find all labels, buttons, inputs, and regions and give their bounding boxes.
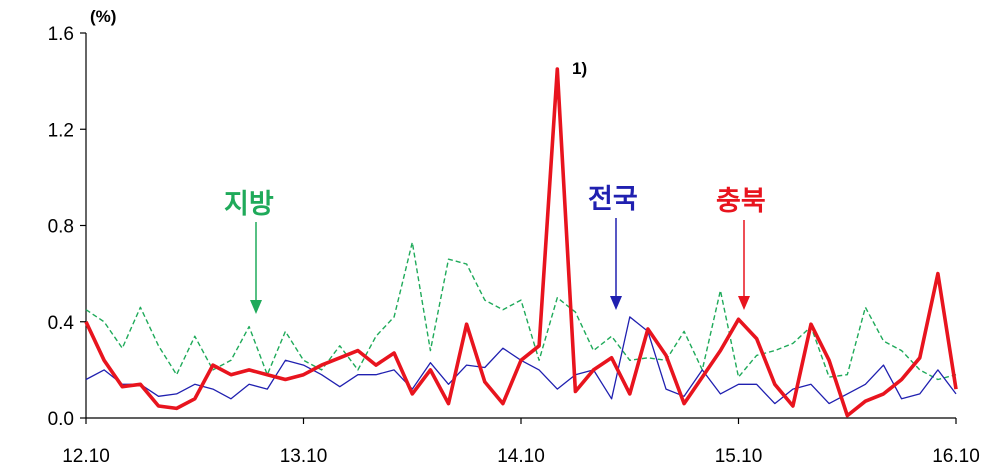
x-tick-label: 12.10 xyxy=(62,446,110,467)
annotation-jeonguk: 전국 xyxy=(588,184,638,215)
y-tick-label: 1.6 xyxy=(48,24,74,45)
arrow-jeonguk-head xyxy=(610,296,622,310)
series-line-충북 xyxy=(84,67,958,418)
x-tick-label: 13.10 xyxy=(280,446,328,467)
y-tick-label: 0.0 xyxy=(48,409,74,430)
annotation-chungbuk: 충북 xyxy=(716,186,766,217)
y-unit-label: (%) xyxy=(90,7,116,26)
tick-labels: 0.0 0.4 0.8 1.2 1.6 12.10 13.10 14.10 15.10 16.10 xyxy=(48,24,980,467)
x-tick-label: 14.10 xyxy=(497,446,545,467)
y-tick-label: 0.8 xyxy=(48,217,74,238)
x-tick-label: 15.10 xyxy=(715,446,763,467)
annotation-note-1: 1) xyxy=(572,59,587,78)
x-tick-label: 16.10 xyxy=(932,446,980,467)
annotations: 지방 전국 충북 1) xyxy=(224,59,766,314)
y-tick-label: 1.2 xyxy=(48,120,74,141)
arrow-chungbuk-head xyxy=(738,296,750,310)
arrow-jibang-head xyxy=(250,300,262,314)
annotation-jibang: 지방 xyxy=(224,189,274,220)
y-tick-label: 0.4 xyxy=(48,313,75,334)
series-lines xyxy=(84,67,958,418)
